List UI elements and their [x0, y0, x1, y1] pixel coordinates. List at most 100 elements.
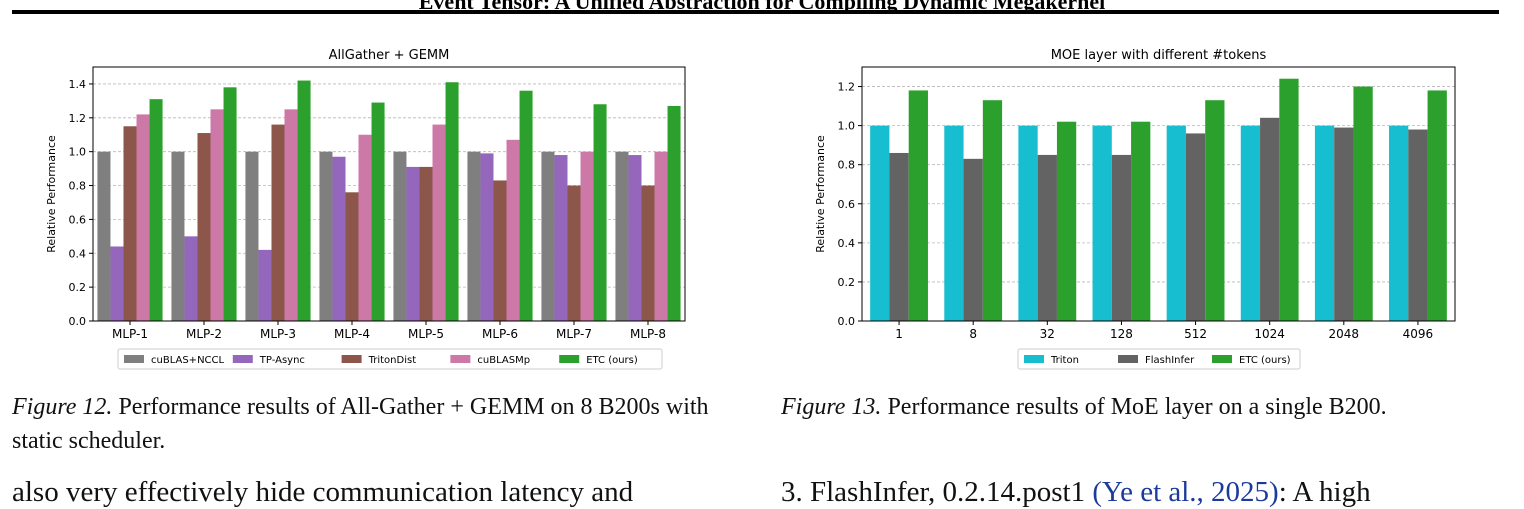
bar-flashinfer	[1037, 154, 1057, 321]
figure-12-text: Performance results of All-Gather + GEMM…	[12, 394, 709, 454]
bar-tritondist	[567, 185, 581, 321]
bar-etc-ours-	[519, 90, 533, 321]
bar-triton	[870, 125, 890, 321]
x-tick-label: 128	[1110, 327, 1133, 341]
x-tick-label: MLP-2	[186, 327, 222, 341]
bar-etc-ours-	[149, 99, 163, 321]
legend-swatch	[1024, 355, 1044, 363]
bar-etc-ours-	[667, 105, 681, 322]
bar-flashinfer	[963, 158, 983, 321]
plot-frame	[861, 66, 1456, 322]
bar-etc-ours-	[223, 87, 237, 321]
bar-etc-ours-	[1353, 86, 1373, 322]
legend-swatch	[450, 355, 471, 363]
moe-layer-chart: MOE layer with different #tokens 0.0 0.2 0.…	[814, 48, 1456, 370]
bar-tritondist	[271, 124, 285, 321]
bar-cublas-nccl	[615, 151, 629, 321]
bar-triton	[1240, 125, 1261, 321]
bar-tp-async	[480, 153, 494, 321]
bar-etc-ours-	[593, 104, 607, 322]
y-tick-label: 0.0	[69, 315, 87, 328]
bar-cublas-nccl	[97, 151, 111, 321]
figure-13-text: Performance results of MoE layer on a si…	[887, 394, 1387, 420]
bar-cublasmp	[432, 124, 446, 321]
bar-etc-ours-	[297, 80, 311, 321]
x-tick-label: MLP-6	[482, 327, 518, 341]
citation-link[interactable]: (Ye et al., 2025)	[1092, 476, 1279, 508]
bar-cublasmp	[580, 151, 594, 321]
y-tick-label: 0.4	[69, 247, 87, 260]
bar-cublas-nccl	[541, 151, 555, 321]
bar-cublas-nccl	[393, 151, 407, 321]
bar-flashinfer	[889, 152, 909, 321]
x-tick-label: 2048	[1329, 327, 1360, 341]
bar-tritondist	[197, 133, 211, 321]
y-tick-label: 0.2	[838, 276, 856, 289]
bar-tritondist	[123, 126, 137, 322]
legend-label: TP-Async	[259, 355, 305, 366]
legend-label: cuBLASMp	[477, 355, 530, 366]
bar-cublasmp	[654, 151, 668, 321]
bar-cublasmp	[136, 114, 150, 321]
header-rule	[12, 10, 1499, 14]
bar-etc-ours-	[1131, 121, 1151, 321]
bar-cublasmp	[284, 109, 298, 321]
bar-flashinfer	[1260, 117, 1280, 321]
legend-swatch	[232, 355, 253, 363]
y-tick-label: 0.8	[838, 159, 856, 172]
y-tick-label: 0.2	[69, 281, 87, 294]
bar-cublas-nccl	[467, 151, 481, 321]
x-tick-label: MLP-1	[112, 327, 148, 341]
y-axis-label: Relative Performance	[814, 135, 827, 253]
bar-flashinfer	[1185, 133, 1206, 321]
bar-tp-async	[628, 155, 642, 321]
y-axis-label: Relative Performance	[45, 135, 58, 253]
bar-etc-ours-	[445, 82, 459, 321]
y-tick-label: 1.4	[69, 78, 87, 91]
x-tick-label: MLP-5	[408, 327, 444, 341]
chart-title: AllGather + GEMM	[329, 48, 450, 63]
bar-cublas-nccl	[171, 151, 185, 321]
x-tick-label: MLP-8	[630, 327, 666, 341]
legend-label: Triton	[1050, 355, 1079, 366]
bar-etc-ours-	[1427, 90, 1447, 321]
bar-etc-ours-	[908, 90, 928, 321]
bar-cublasmp	[506, 139, 520, 321]
x-tick-label: MLP-7	[556, 327, 592, 341]
legend-swatch	[1212, 355, 1232, 363]
y-tick-label: 1.0	[69, 146, 87, 159]
bar-etc-ours-	[1205, 100, 1225, 321]
x-tick-label: MLP-3	[260, 327, 296, 341]
bar-cublas-nccl	[319, 151, 333, 321]
bar-etc-ours-	[1056, 121, 1077, 321]
allgather-gemm-chart: AllGather + GEMM 0.0 0.2 0.4 0.6 0.8 1.0 1.2 1.4…	[45, 48, 686, 370]
legend-label: FlashInfer	[1145, 355, 1195, 366]
bar-flashinfer	[1334, 127, 1354, 321]
body-text-left: also very effectively hide communication…	[12, 476, 634, 508]
x-tick-label: 1	[895, 327, 903, 341]
y-tick-label: 0.0	[838, 315, 856, 328]
bar-flashinfer	[1111, 154, 1132, 321]
bar-etc-ours-	[1279, 78, 1299, 321]
bar-tritondist	[641, 185, 655, 321]
bar-tritondist	[345, 192, 359, 321]
bar-cublasmp	[210, 109, 224, 321]
y-tick-label: 0.4	[838, 237, 856, 250]
legend-label: TritonDist	[368, 355, 417, 366]
bar-cublasmp	[358, 134, 372, 321]
bar-tp-async	[184, 236, 198, 321]
bar-flashinfer	[1408, 129, 1428, 321]
y-tick-label: 0.6	[838, 198, 856, 211]
bar-tp-async	[406, 166, 420, 321]
legend-label: ETC (ours)	[586, 355, 638, 366]
bar-tritondist	[493, 180, 507, 321]
y-tick-label: 0.8	[69, 180, 87, 193]
bar-triton	[1166, 125, 1186, 321]
bar-triton	[944, 125, 964, 321]
figure-12-label: Figure 12.	[12, 394, 113, 420]
bar-triton	[1092, 125, 1112, 321]
y-tick-label: 1.2	[69, 112, 87, 125]
x-tick-label: MLP-4	[334, 327, 370, 341]
legend-label: ETC (ours)	[1239, 355, 1291, 366]
legend-swatch	[124, 355, 144, 363]
